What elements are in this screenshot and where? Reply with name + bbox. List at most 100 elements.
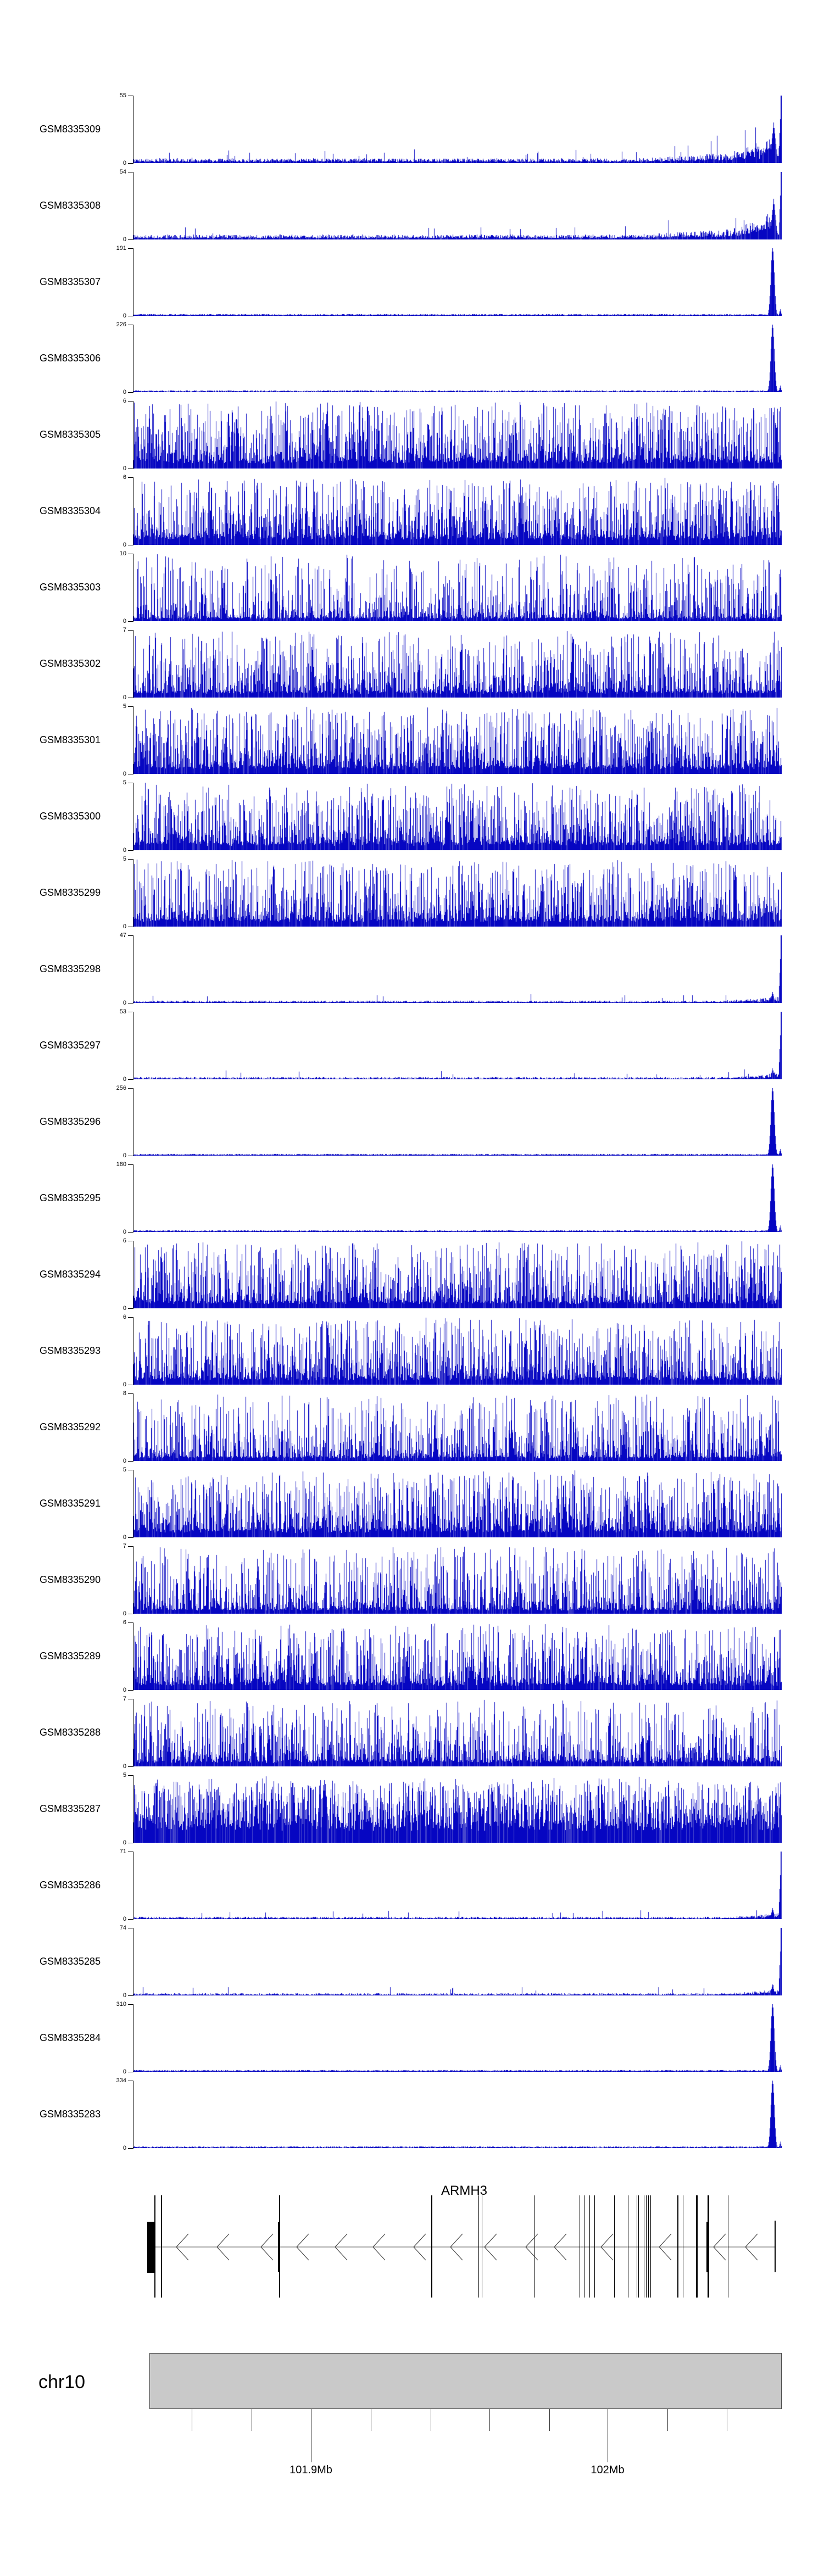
track-label: GSM8335285 bbox=[40, 1956, 101, 1967]
exon-line bbox=[648, 2195, 649, 2298]
track-label: GSM8335305 bbox=[40, 429, 101, 440]
coverage-signal-GSM8335302 bbox=[133, 630, 782, 698]
track-yzero-label: 0 bbox=[123, 694, 126, 701]
track-yzero-label: 0 bbox=[123, 1763, 126, 1770]
y-axis-tick bbox=[128, 401, 133, 402]
chromosome-label: chr10 bbox=[38, 2372, 86, 2393]
track-label: GSM8335287 bbox=[40, 1803, 101, 1814]
coverage-signal-GSM8335291 bbox=[133, 1470, 782, 1537]
exon-line bbox=[638, 2195, 639, 2298]
track-ymax-label: 7 bbox=[123, 1696, 126, 1702]
y-axis-tick bbox=[128, 1919, 133, 1920]
coverage-signal-GSM8335307 bbox=[133, 248, 782, 316]
y-axis-tick bbox=[128, 1766, 133, 1767]
strand-direction-chevron-icon bbox=[525, 2233, 538, 2261]
track-label: GSM8335288 bbox=[40, 1727, 101, 1738]
strand-direction-chevron-icon bbox=[296, 2233, 309, 2261]
track-ymax-label: 71 bbox=[119, 1848, 126, 1855]
gene-5prime-end-bar bbox=[775, 2221, 776, 2272]
track-yzero-label: 0 bbox=[123, 1152, 126, 1159]
exon-thick-segment bbox=[706, 2222, 709, 2272]
track-yzero-label: 0 bbox=[123, 313, 126, 319]
chromosome-box bbox=[149, 2353, 782, 2409]
coverage-signal-GSM8335286 bbox=[133, 1852, 782, 1919]
y-axis-tick bbox=[128, 1622, 133, 1623]
track-ymax-label: 334 bbox=[116, 2077, 126, 2084]
track-yzero-label: 0 bbox=[123, 2068, 126, 2075]
track-yzero-label: 0 bbox=[123, 1992, 126, 1999]
y-axis-tick bbox=[128, 1164, 133, 1165]
y-axis-tick bbox=[128, 1546, 133, 1547]
coverage-signal-GSM8335297 bbox=[133, 1012, 782, 1079]
strand-direction-chevron-icon bbox=[450, 2233, 463, 2261]
y-axis-tick bbox=[128, 621, 133, 622]
exon-line bbox=[161, 2195, 162, 2298]
y-axis-tick bbox=[128, 248, 133, 249]
track-label: GSM8335283 bbox=[40, 2109, 101, 2120]
track-ymax-label: 54 bbox=[119, 169, 126, 175]
track-label: GSM8335296 bbox=[40, 1116, 101, 1127]
track-label: GSM8335286 bbox=[40, 1880, 101, 1891]
y-axis-tick bbox=[128, 239, 133, 240]
track-label: GSM8335284 bbox=[40, 2032, 101, 2043]
track-ymax-label: 53 bbox=[119, 1008, 126, 1015]
exon-line bbox=[650, 2195, 651, 2298]
strand-direction-chevron-icon bbox=[260, 2233, 274, 2261]
track-ymax-label: 256 bbox=[116, 1085, 126, 1091]
strand-direction-chevron-icon bbox=[335, 2233, 348, 2261]
track-yzero-label: 0 bbox=[123, 1839, 126, 1846]
strand-direction-chevron-icon bbox=[600, 2233, 614, 2261]
y-axis-tick bbox=[128, 1308, 133, 1309]
coverage-signal-GSM8335295 bbox=[133, 1164, 782, 1232]
track-ymax-label: 6 bbox=[123, 1237, 126, 1244]
track-label: GSM8335294 bbox=[40, 1269, 101, 1280]
exon-line bbox=[646, 2195, 647, 2298]
y-axis-tick bbox=[128, 1393, 133, 1394]
track-yzero-label: 0 bbox=[123, 847, 126, 854]
track-label: GSM8335303 bbox=[40, 582, 101, 593]
track-yzero-label: 0 bbox=[123, 542, 126, 548]
track-label: GSM8335291 bbox=[40, 1498, 101, 1509]
minor-tick bbox=[489, 2409, 490, 2431]
track-label: GSM8335297 bbox=[40, 1040, 101, 1051]
strand-direction-chevron-icon bbox=[554, 2233, 567, 2261]
coverage-signal-GSM8335285 bbox=[133, 1928, 782, 1995]
strand-direction-chevron-icon bbox=[372, 2233, 386, 2261]
gene-name-label: ARMH3 bbox=[441, 2183, 487, 2198]
coverage-signal-GSM8335293 bbox=[133, 1317, 782, 1385]
y-axis-tick bbox=[128, 859, 133, 860]
coverage-signal-GSM8335300 bbox=[133, 783, 782, 850]
track-yzero-label: 0 bbox=[123, 236, 126, 243]
track-ymax-label: 310 bbox=[116, 2001, 126, 2008]
y-axis-tick bbox=[128, 935, 133, 936]
track-label: GSM8335300 bbox=[40, 811, 101, 822]
exon-line bbox=[677, 2195, 678, 2298]
track-label: GSM8335301 bbox=[40, 734, 101, 745]
track-label: GSM8335306 bbox=[40, 353, 101, 364]
coverage-signal-GSM8335305 bbox=[133, 401, 782, 469]
strand-direction-chevron-icon bbox=[216, 2233, 230, 2261]
coverage-signal-GSM8335283 bbox=[133, 2081, 782, 2148]
exon-line bbox=[594, 2195, 595, 2298]
y-axis-tick bbox=[128, 1232, 133, 1233]
track-yzero-label: 0 bbox=[123, 1687, 126, 1693]
track-ymax-label: 5 bbox=[123, 856, 126, 862]
track-ymax-label: 55 bbox=[119, 92, 126, 99]
coverage-signal-GSM8335304 bbox=[133, 477, 782, 545]
track-label: GSM8335299 bbox=[40, 887, 101, 898]
track-label: GSM8335295 bbox=[40, 1192, 101, 1203]
y-axis-tick bbox=[128, 1775, 133, 1776]
track-label: GSM8335289 bbox=[40, 1651, 101, 1661]
track-yzero-label: 0 bbox=[123, 1076, 126, 1083]
y-axis-tick bbox=[128, 630, 133, 631]
track-yzero-label: 0 bbox=[123, 1458, 126, 1464]
coverage-signal-GSM8335298 bbox=[133, 935, 782, 1003]
exon-thick-segment bbox=[278, 2222, 280, 2272]
track-ymax-label: 5 bbox=[123, 1772, 126, 1778]
track-yzero-label: 0 bbox=[123, 618, 126, 625]
track-ymax-label: 6 bbox=[123, 474, 126, 481]
track-yzero-label: 0 bbox=[123, 1229, 126, 1235]
exon-line bbox=[431, 2195, 432, 2298]
coverage-signal-GSM8335288 bbox=[133, 1699, 782, 1766]
